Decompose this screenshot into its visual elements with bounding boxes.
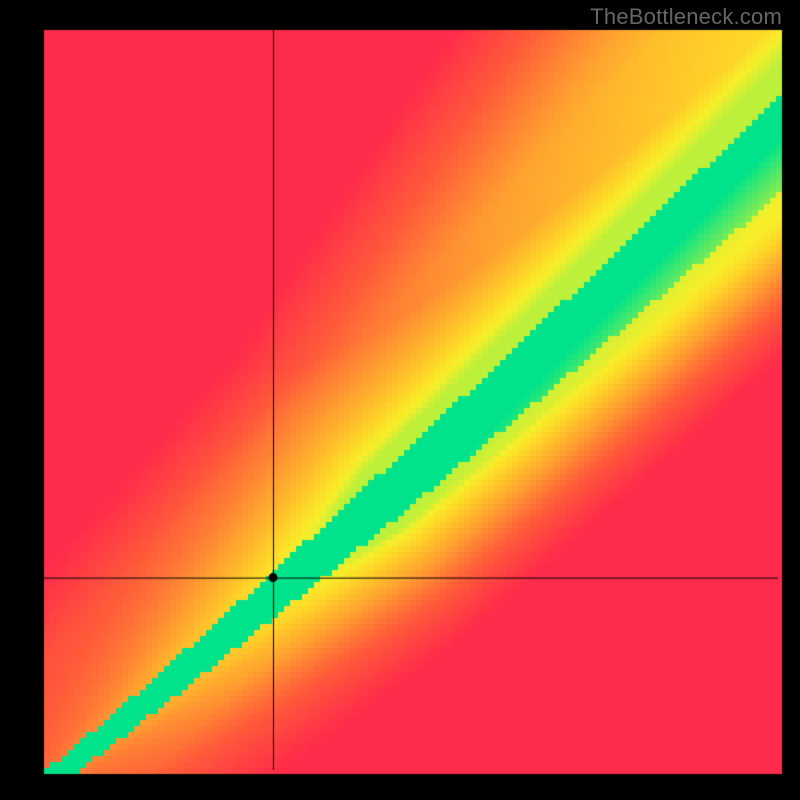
- bottleneck-heatmap-canvas: [0, 0, 800, 800]
- watermark-text: TheBottleneck.com: [590, 4, 782, 30]
- chart-container: TheBottleneck.com: [0, 0, 800, 800]
